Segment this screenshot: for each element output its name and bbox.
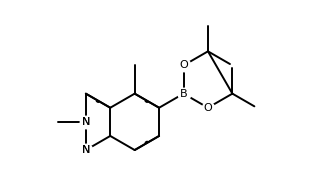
Text: B: B [180, 89, 187, 99]
Text: N: N [82, 117, 90, 127]
Text: O: O [179, 60, 188, 70]
Text: N: N [82, 145, 90, 155]
Text: O: O [204, 103, 212, 113]
Text: N: N [82, 117, 90, 127]
Text: N: N [82, 145, 90, 155]
